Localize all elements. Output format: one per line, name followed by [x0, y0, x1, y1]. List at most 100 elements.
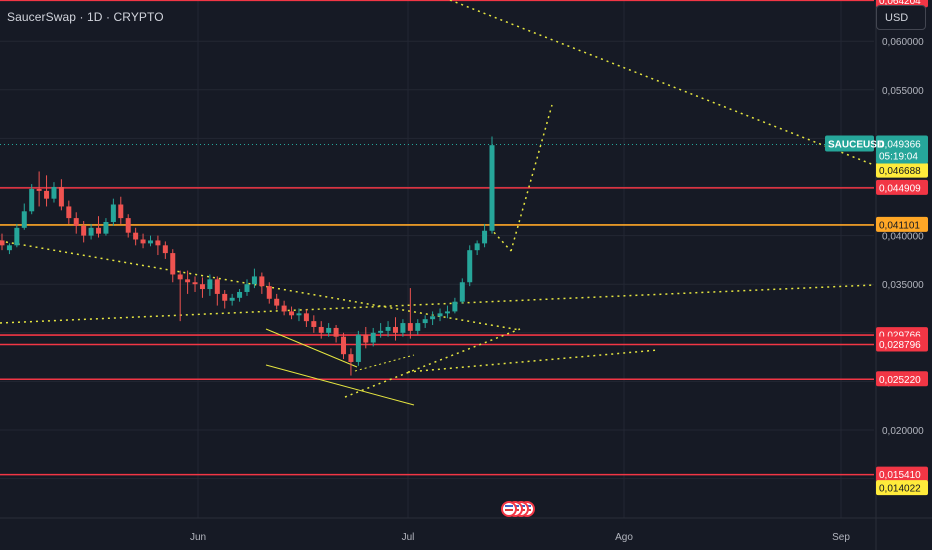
y-tick-label: 0,040000 — [882, 232, 924, 243]
trend-line-dotted — [344, 328, 521, 398]
level-price-label-bg — [876, 466, 928, 482]
candle-body — [474, 243, 480, 251]
candle-body — [222, 293, 228, 301]
candle-body — [415, 323, 421, 331]
candle-body — [407, 323, 413, 331]
candle-body — [311, 321, 317, 327]
level-price-label-bg — [876, 371, 928, 387]
candle-body — [378, 330, 384, 333]
marker-price-label-bg — [876, 162, 928, 178]
level-price-label: 0,015410 — [879, 470, 921, 481]
candle-body — [29, 188, 35, 212]
candle-body — [177, 274, 183, 280]
candle-body — [385, 326, 391, 331]
candle-body — [199, 284, 205, 290]
trend-line-dotted — [0, 240, 521, 331]
candle-body — [147, 240, 153, 244]
level-price-label: 0,025220 — [879, 375, 921, 386]
economic-events — [501, 501, 535, 517]
candle-body — [96, 227, 102, 234]
candle-body — [244, 284, 250, 292]
wedge-line-upper — [265, 328, 358, 368]
wedge-line-lower — [265, 364, 415, 406]
countdown-label: 05:19:04 — [879, 152, 918, 163]
candle-body — [281, 305, 287, 312]
flag-stripe — [505, 509, 513, 511]
y-tick-label: 0,020000 — [882, 426, 924, 437]
candle-body — [326, 327, 332, 333]
candle-body — [266, 286, 272, 299]
marker-price-label: 0,014022 — [879, 484, 921, 495]
currency-button[interactable]: USD — [876, 5, 926, 30]
candle-body — [400, 323, 406, 333]
candle-body — [88, 227, 94, 236]
flag-stripe — [505, 505, 513, 507]
candle-body — [422, 319, 428, 324]
level-price-label-bg — [876, 216, 928, 232]
level-price-label: 0,041101 — [879, 220, 920, 231]
candle-body — [73, 218, 79, 226]
candle-body — [140, 239, 146, 244]
candle-body — [44, 190, 50, 199]
level-price-label: 0,028796 — [879, 340, 921, 351]
chart-grid — [0, 0, 874, 518]
candle-body — [36, 188, 42, 191]
candle-body — [274, 298, 280, 306]
candle-body — [81, 225, 87, 236]
candle-body — [6, 245, 12, 251]
y-tick-label: 0,055000 — [882, 86, 924, 97]
trend-line-dotted — [510, 104, 553, 252]
candle-body — [318, 326, 324, 333]
candle-body — [467, 250, 473, 283]
last-price-label: 0,049366 — [879, 140, 921, 151]
candle-body — [333, 327, 339, 337]
candle-body — [155, 240, 161, 246]
candle-body — [207, 279, 213, 290]
symbol-tag-bg — [825, 135, 874, 152]
x-tick-label: Sep — [832, 532, 850, 543]
trend-lines — [0, 0, 875, 406]
marker-price-label: 0,046688 — [879, 166, 921, 177]
candle-body — [14, 227, 20, 246]
candle-body — [110, 204, 116, 222]
y-tick-label: 0,035000 — [882, 280, 924, 291]
candle-body — [0, 240, 5, 246]
wedge-break-line — [354, 354, 415, 372]
candle-body — [58, 187, 64, 207]
price-labels: 0,064204 0,044909 0,041101 0,0297660,028796… — [825, 0, 928, 496]
level-price-label: 0,044909 — [879, 183, 921, 194]
candle-body — [437, 313, 443, 317]
candle-body — [370, 332, 376, 343]
candle-body — [430, 316, 436, 320]
x-tick-label: Jul — [402, 532, 415, 543]
candle-body — [125, 218, 131, 233]
candle-body — [162, 245, 168, 254]
trend-line-dotted — [449, 0, 875, 166]
level-price-label: 0,029766 — [879, 331, 921, 342]
chart-title: SaucerSwap · 1D · CRYPTO — [7, 10, 164, 24]
candle-body — [118, 204, 124, 219]
candle-body — [444, 311, 450, 314]
level-price-label-bg — [876, 336, 928, 352]
candle-body — [482, 230, 488, 244]
candle-body — [296, 313, 302, 316]
candle-body — [185, 279, 191, 283]
candle-body — [170, 253, 176, 275]
candle-body — [303, 313, 309, 322]
level-price-label-bg — [876, 179, 928, 195]
trend-line-dotted — [0, 284, 875, 324]
x-tick-label: Ago — [615, 532, 633, 543]
candle-body — [103, 221, 109, 234]
candle-body — [459, 282, 465, 302]
y-tick-label: 0,060000 — [882, 37, 924, 48]
marker-price-label-bg — [876, 480, 928, 496]
candle-body — [289, 311, 295, 316]
candle-body — [21, 211, 27, 228]
candle-body — [489, 145, 495, 231]
candle-body — [192, 282, 198, 285]
candle-body — [133, 232, 139, 240]
candle-body — [229, 297, 235, 301]
level-price-label: 0,064204 — [879, 0, 921, 7]
candles — [0, 136, 495, 376]
